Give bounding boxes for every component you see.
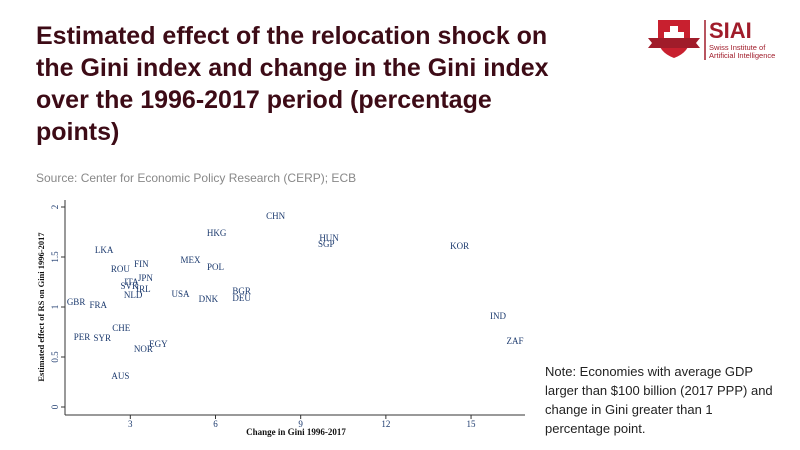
logo-subtitle-line: Artificial Intelligence	[709, 51, 776, 60]
logo-subtitle: Swiss Institute of Artificial Intelligen…	[709, 44, 775, 60]
y-tick-label: 0.5	[50, 351, 60, 363]
chart: Change in Gini 1996-2017 Estimated effec…	[36, 200, 525, 437]
point-label: HUN	[319, 233, 339, 243]
source: Source: Center for Economic Policy Resea…	[36, 171, 357, 185]
x-tick-label: 6	[213, 419, 218, 429]
point-label: HKG	[207, 228, 227, 238]
point-label: POL	[207, 262, 224, 272]
point-label: DNK	[199, 294, 219, 304]
x-tick-label: 3	[128, 419, 133, 429]
logo-shield	[648, 20, 706, 60]
title-line: Estimated effect of the relocation shock…	[36, 22, 548, 50]
point-label: EGY	[149, 339, 168, 349]
point-label: AUS	[111, 371, 129, 381]
point-label: CHN	[266, 211, 286, 221]
point-label: BGR	[232, 286, 251, 296]
y-tick-label: 1.5	[50, 251, 60, 263]
x-tick-label: 9	[298, 419, 303, 429]
title-line: points)	[36, 118, 120, 146]
logo-name: SIAI	[709, 18, 752, 43]
point-label: ITA	[124, 277, 139, 287]
point-label: PER	[74, 332, 91, 342]
point-label: SVK	[120, 281, 139, 291]
point-label: ZAF	[507, 336, 524, 346]
point-label: NOR	[134, 344, 153, 354]
logo-subtitle-line: Swiss Institute of	[709, 43, 766, 52]
point-label: FRA	[89, 300, 107, 310]
point-label: GBR	[67, 297, 86, 307]
point-label: FIN	[134, 259, 149, 269]
y-tick-label: 2	[50, 205, 60, 210]
point-label: ROU	[111, 264, 131, 274]
point-label: DEU	[232, 293, 251, 303]
y-tick-label: 0	[50, 404, 60, 409]
point-label: IND	[490, 311, 506, 321]
point-label: LKA	[95, 245, 114, 255]
y-axis-title: Estimated effect of RS on Gini 1996-2017	[36, 232, 46, 382]
title-line: over the 1996-2017 period (percentage	[36, 86, 492, 114]
point-label: SYR	[93, 333, 111, 343]
y-tick-label: 1	[50, 305, 60, 310]
title-line: the Gini index and change in the Gini in…	[36, 54, 549, 82]
point-label: USA	[172, 289, 191, 299]
x-axis-title: Change in Gini 1996-2017	[246, 427, 346, 437]
point-label: CHE	[112, 323, 131, 333]
point-label: JPN	[138, 273, 154, 283]
point-label: IRL	[136, 284, 151, 294]
note: Note: Economies with average GDP larger …	[545, 364, 773, 436]
point-label: SGP	[318, 239, 335, 249]
x-tick-label: 12	[381, 419, 390, 429]
point-label: MEX	[181, 255, 202, 265]
point-label: NLD	[124, 290, 143, 300]
x-tick-label: 15	[467, 419, 477, 429]
point-label: KOR	[450, 241, 469, 251]
title: Estimated effect of the relocation shock…	[36, 20, 636, 148]
